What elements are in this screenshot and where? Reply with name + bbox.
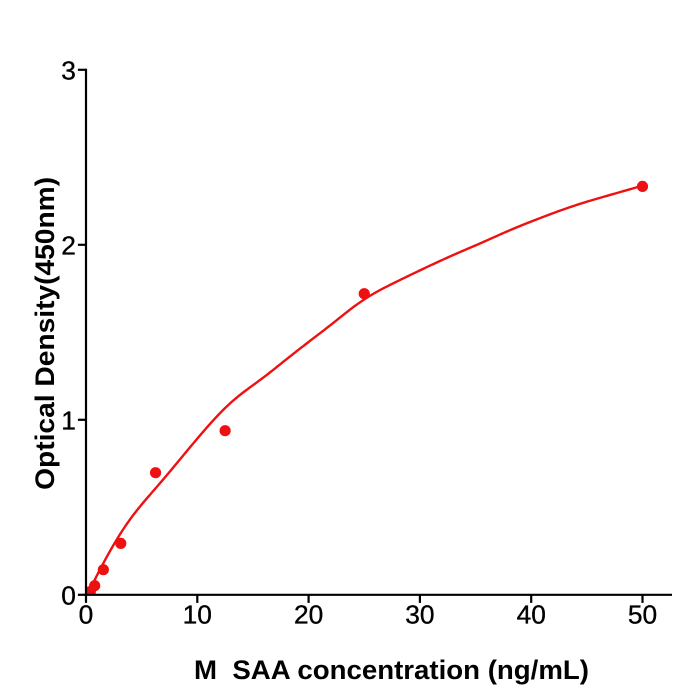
svg-text:2: 2	[61, 230, 76, 260]
svg-text:1: 1	[61, 405, 76, 435]
svg-text:M SAA concentration (ng/mL): M SAA concentration (ng/mL)	[194, 655, 589, 685]
svg-text:20: 20	[294, 600, 323, 630]
svg-text:0: 0	[79, 600, 94, 630]
svg-text:Optical Density(450nm): Optical Density(450nm)	[30, 177, 60, 490]
svg-text:50: 50	[628, 600, 657, 630]
svg-text:10: 10	[183, 600, 212, 630]
svg-text:3: 3	[61, 55, 76, 85]
svg-text:30: 30	[405, 600, 434, 630]
svg-text:0: 0	[61, 580, 76, 610]
svg-text:40: 40	[517, 600, 546, 630]
